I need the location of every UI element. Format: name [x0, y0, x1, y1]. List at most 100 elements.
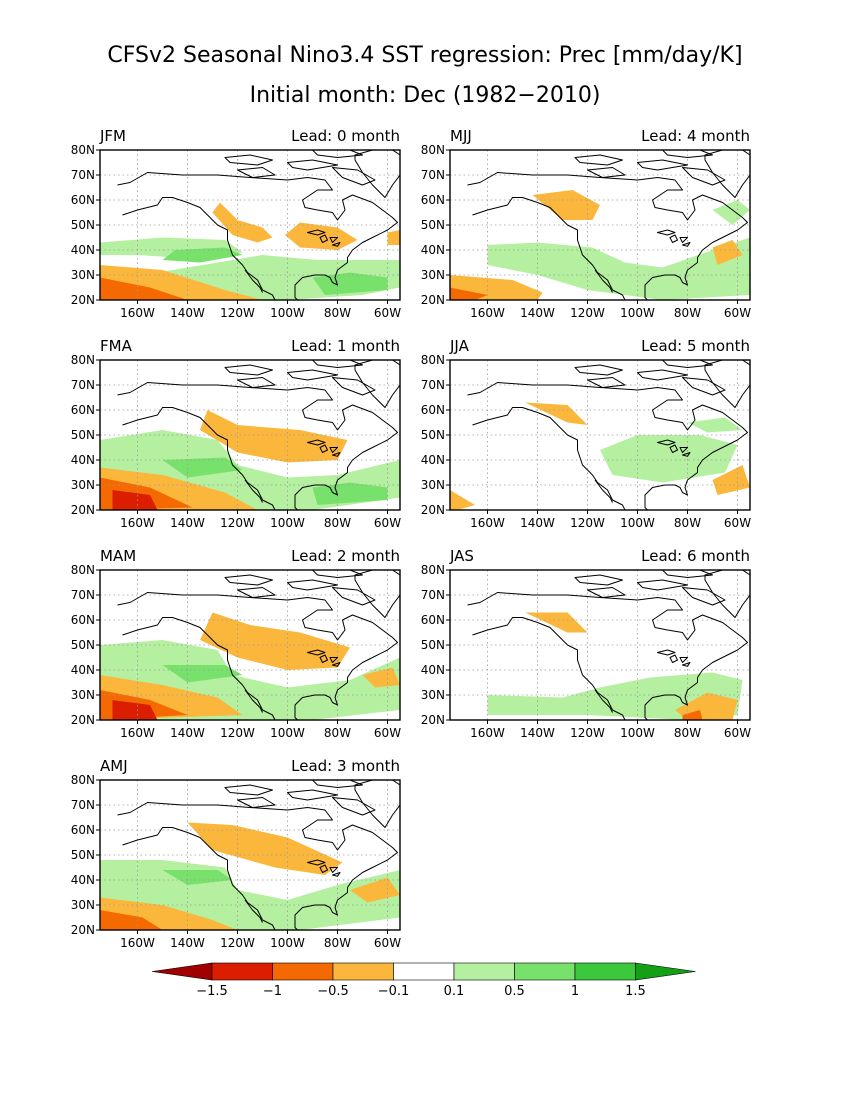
longitude-tick-label: 140W [170, 516, 205, 530]
longitude-tick-label: 120W [220, 936, 255, 950]
latitude-tick-label: 20N [71, 713, 95, 727]
longitude-tick-label: 120W [220, 516, 255, 530]
latitude-tick-label: 80N [71, 563, 95, 577]
latitude-tick-label: 30N [71, 688, 95, 702]
map-panel-fma: FMA Lead: 1 month 160W 140W 120W 100W 80W 60W 20… [71, 337, 401, 530]
latitude-tick-label: 60N [71, 403, 95, 417]
anomaly-region-dry-light [187, 822, 343, 875]
latitude-tick-label: 20N [421, 713, 445, 727]
anomaly-region-wet-medium [162, 457, 243, 478]
anomaly-region-dry-strong [112, 490, 158, 510]
panel-season-label: FMA [100, 337, 133, 355]
latitude-tick-label: 40N [71, 663, 95, 677]
colorbar-tick-label: −0.5 [317, 984, 349, 999]
longitude-tick-label: 120W [570, 516, 605, 530]
longitude-tick-label: 80W [674, 516, 701, 530]
longitude-tick-label: 160W [120, 936, 155, 950]
longitude-tick-label: 100W [270, 726, 305, 740]
anomaly-region-dry-light [387, 230, 400, 245]
coastlines [467, 360, 750, 510]
gridlines [100, 360, 400, 510]
longitude-tick-label: 60W [724, 306, 751, 320]
colorbar-box [574, 962, 636, 981]
panel-season-label: JJA [449, 337, 470, 355]
panel-lead-label: Lead: 2 month [291, 547, 400, 565]
latitude-tick-label: 30N [71, 478, 95, 492]
anomaly-region-dry-light [712, 240, 743, 265]
anomaly-region-wet-light [487, 237, 750, 300]
latitude-tick-label: 70N [71, 168, 95, 182]
anomaly-region-wet-medium [162, 870, 233, 885]
longitude-tick-label: 80W [674, 306, 701, 320]
longitude-tick-label: 80W [324, 936, 351, 950]
longitude-tick-label: 120W [220, 726, 255, 740]
colorbar-box [453, 962, 515, 981]
latitude-tick-label: 50N [421, 638, 445, 652]
latitude-tick-label: 40N [71, 453, 95, 467]
longitude-tick-label: 160W [120, 726, 155, 740]
longitude-tick-label: 140W [170, 726, 205, 740]
latitude-tick-label: 50N [71, 638, 95, 652]
latitude-tick-label: 40N [71, 873, 95, 887]
longitude-tick-label: 100W [620, 306, 655, 320]
anomaly-region-wet-light [687, 417, 743, 433]
anomaly-region-dry-light [525, 612, 588, 633]
anomaly-region-wet-medium [312, 272, 388, 295]
latitude-tick-label: 80N [421, 353, 445, 367]
colorbar-high-arrow [635, 962, 696, 981]
anomaly-region-wet-medium [312, 482, 388, 505]
latitude-tick-label: 60N [421, 193, 445, 207]
longitude-tick-label: 140W [170, 306, 205, 320]
map-panel-mjj: MJJ Lead: 4 month 160W 140W 120W 100W 80W 60W 20… [421, 127, 751, 320]
panel-lead-label: Lead: 1 month [291, 337, 400, 355]
coastlines [467, 570, 750, 720]
latitude-tick-label: 70N [71, 798, 95, 812]
latitude-tick-label: 70N [71, 378, 95, 392]
anomaly-region-dry-light [212, 202, 273, 243]
longitude-tick-label: 80W [324, 306, 351, 320]
colorbar-box [393, 962, 455, 981]
longitude-tick-label: 80W [324, 516, 351, 530]
colorbar-box [332, 962, 394, 981]
longitude-tick-label: 120W [570, 726, 605, 740]
latitude-tick-label: 50N [71, 848, 95, 862]
figure-title: CFSv2 Seasonal Nino3.4 SST regression: P… [107, 43, 742, 68]
latitude-tick-label: 60N [71, 613, 95, 627]
latitude-tick-label: 20N [71, 503, 95, 517]
latitude-tick-label: 30N [421, 688, 445, 702]
map-panel-mam: MAM Lead: 2 month 160W 140W 120W 100W 80W 60W 20… [71, 547, 401, 740]
colorbar-low-arrow [151, 962, 213, 981]
anomaly-region-wet-light [600, 435, 738, 483]
latitude-tick-label: 80N [421, 143, 445, 157]
longitude-tick-label: 160W [120, 306, 155, 320]
panel-season-label: MJJ [450, 127, 472, 145]
panel-season-label: MAM [100, 547, 136, 565]
longitude-tick-label: 160W [470, 726, 505, 740]
coastlines [117, 570, 400, 720]
colorbar-tick-label: 0.1 [444, 984, 465, 999]
longitude-tick-label: 140W [520, 516, 555, 530]
colorbar-tick-label: 1 [571, 984, 579, 999]
anomaly-region-wet-medium [162, 665, 243, 683]
map-panel-jas: JAS Lead: 6 month 160W 140W 120W 100W 80W 60W 20… [421, 547, 751, 740]
anomaly-region-dry-light [362, 667, 400, 688]
longitude-tick-label: 140W [520, 306, 555, 320]
map-panel-amj: AMJ Lead: 3 month 160W 140W 120W 100W 80W 60W 20… [71, 757, 401, 950]
anomaly-region-dry-strong [112, 700, 158, 720]
latitude-tick-label: 50N [421, 218, 445, 232]
map-panel-jfm: JFM Lead: 0 month 160W 140W 120W 100W 80W 60W 20… [71, 127, 401, 320]
figure-subtitle: Initial month: Dec (1982−2010) [250, 83, 601, 108]
longitude-tick-label: 140W [170, 936, 205, 950]
coastlines [117, 780, 400, 930]
colorbar-tick-label: −1 [263, 984, 282, 999]
longitude-tick-label: 60W [374, 936, 401, 950]
latitude-tick-label: 40N [421, 243, 445, 257]
latitude-tick-label: 50N [71, 428, 95, 442]
longitude-tick-label: 160W [120, 516, 155, 530]
colorbar-box [211, 962, 273, 981]
anomaly-region-dry-light [712, 465, 750, 495]
longitude-tick-label: 60W [374, 726, 401, 740]
coastlines [467, 150, 750, 300]
coastlines [117, 150, 400, 300]
